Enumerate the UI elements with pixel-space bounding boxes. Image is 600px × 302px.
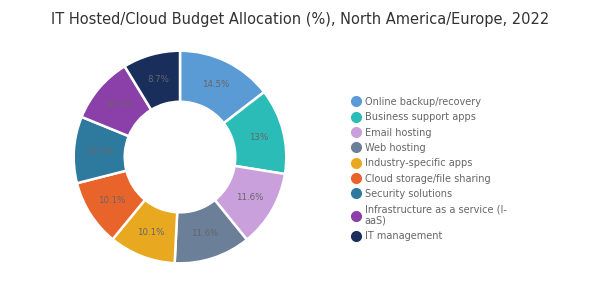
- Wedge shape: [175, 200, 247, 263]
- Text: 10.1%: 10.1%: [105, 100, 132, 109]
- Text: 10.1%: 10.1%: [98, 196, 125, 205]
- Legend: Online backup/recovery, Business support apps, Email hosting, Web hosting, Indus: Online backup/recovery, Business support…: [353, 96, 508, 242]
- Text: 13%: 13%: [248, 133, 268, 142]
- Text: 10.1%: 10.1%: [86, 147, 113, 156]
- Text: 14.5%: 14.5%: [202, 80, 229, 89]
- Wedge shape: [113, 200, 177, 263]
- Wedge shape: [180, 51, 264, 123]
- Text: 8.7%: 8.7%: [147, 75, 169, 84]
- Wedge shape: [215, 166, 285, 240]
- Wedge shape: [224, 92, 286, 174]
- Text: 10.1%: 10.1%: [137, 228, 164, 237]
- Wedge shape: [74, 117, 129, 183]
- Wedge shape: [82, 66, 151, 136]
- Text: 11.6%: 11.6%: [236, 193, 263, 202]
- Text: IT Hosted/Cloud Budget Allocation (%), North America/Europe, 2022: IT Hosted/Cloud Budget Allocation (%), N…: [51, 12, 549, 27]
- Wedge shape: [125, 51, 180, 110]
- Text: 11.6%: 11.6%: [191, 229, 219, 238]
- Wedge shape: [77, 171, 145, 239]
